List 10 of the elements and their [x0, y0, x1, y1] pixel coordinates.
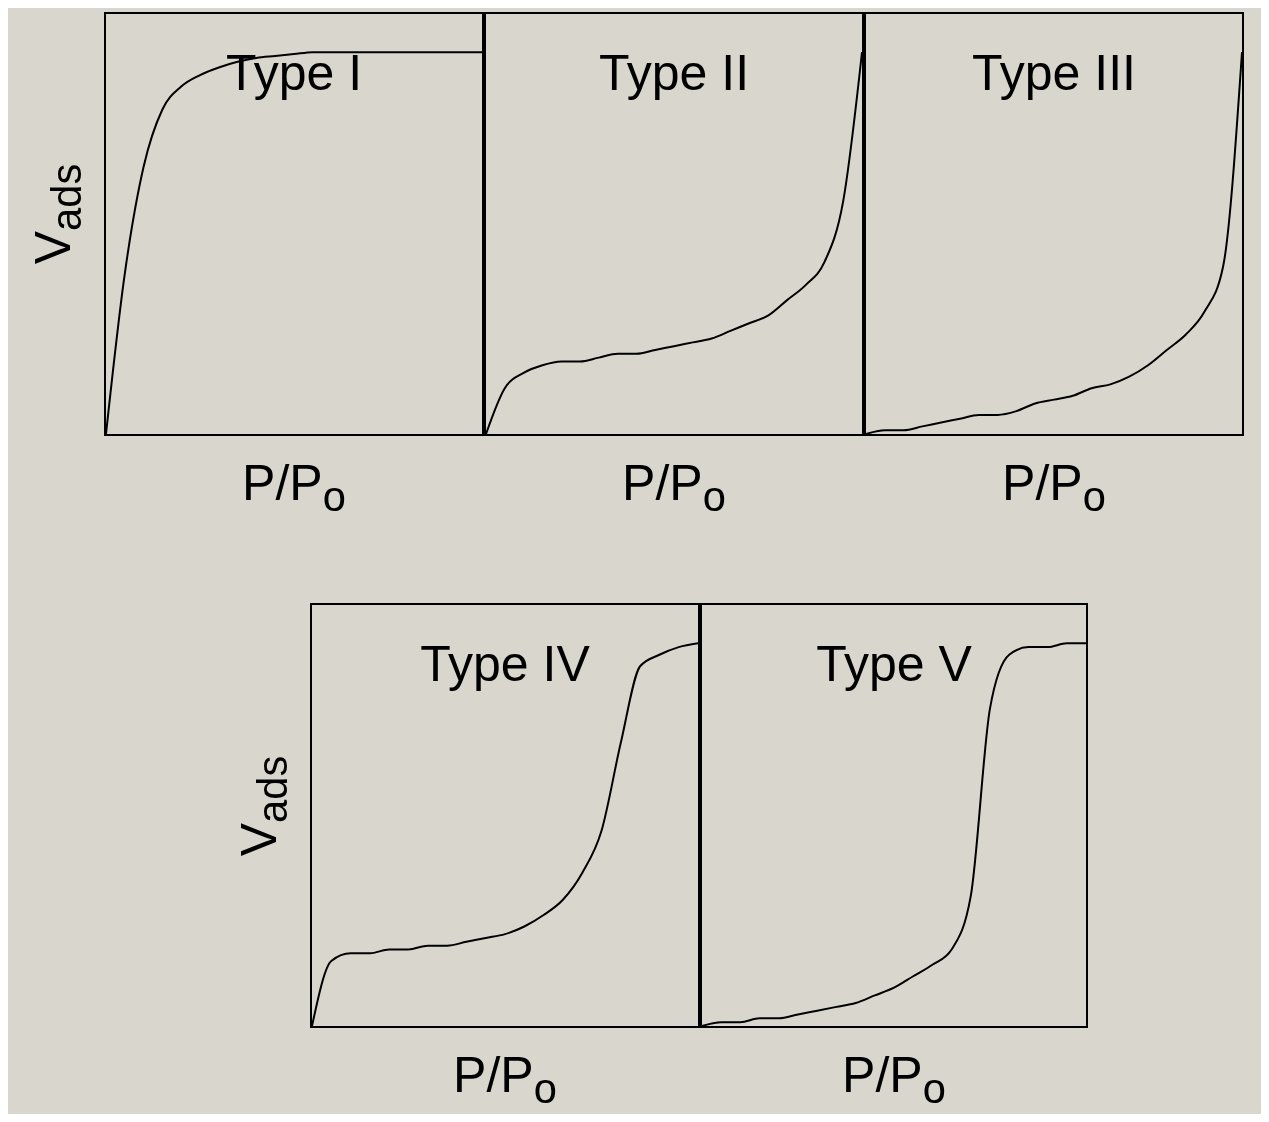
x-axis-title: P/P$_{o}$ [452, 1046, 558, 1113]
chart-title: Type V [815, 635, 973, 693]
x-axis-title: P/P$_{o}$ [241, 454, 347, 521]
x-axis-title: P/P$_{o}$ [1001, 454, 1107, 521]
chart-title: Type I [224, 44, 364, 102]
x-axis-title: P/P$_{o}$ [841, 1046, 947, 1113]
chart-title: Type III [971, 44, 1137, 102]
chart-title: Type IV [419, 635, 591, 693]
chart-title: Type II [597, 44, 751, 102]
x-axis-title: P/P$_{o}$ [621, 454, 727, 521]
